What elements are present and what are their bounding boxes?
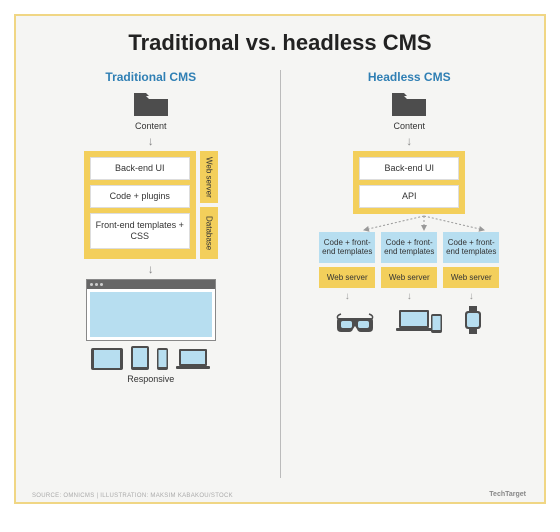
browser-window: [86, 279, 216, 341]
blue-box: Code + front-end templates: [443, 232, 499, 263]
main-title: Traditional vs. headless CMS: [32, 30, 528, 56]
yellow-box: Web server: [443, 267, 499, 288]
folder-icon: [390, 90, 428, 118]
vr-headset-icon: [333, 312, 377, 334]
attribution-text: SOURCE: OMNICMS | ILLUSTRATION: MAKSIM K…: [32, 493, 233, 499]
triple-stacks: Code + front-end templates Web server ↓ …: [319, 232, 499, 302]
traditional-title: Traditional CMS: [105, 70, 196, 84]
headless-devices: [333, 306, 485, 334]
box-code-plugins: Code + plugins: [90, 185, 190, 208]
arrow-icon: ↓: [406, 135, 412, 147]
yellow-group-right: Back-end UI API: [353, 151, 465, 214]
arrow-icon: ↓: [148, 135, 154, 147]
browser-body: [90, 292, 212, 337]
yellow-box: Web server: [381, 267, 437, 288]
blue-box: Code + front-end templates: [319, 232, 375, 263]
phone-icon: [156, 347, 169, 371]
traditional-column: Traditional CMS Content ↓ Back-end UI Co…: [32, 70, 281, 478]
tablet-portrait-icon: [130, 345, 150, 371]
box-backend-ui-r: Back-end UI: [359, 157, 459, 180]
blue-box: Code + front-end templates: [381, 232, 437, 263]
smartwatch-icon: [461, 306, 485, 334]
folder-icon: [132, 90, 170, 118]
laptop-phone-icon: [395, 308, 443, 334]
arrow-icon: ↓: [148, 263, 154, 275]
yellow-box: Web server: [319, 267, 375, 288]
content-label-right: Content: [393, 121, 425, 131]
fan-arrows: [334, 214, 484, 230]
box-backend-ui: Back-end UI: [90, 157, 190, 180]
figure-outer: Traditional vs. headless CMS Traditional…: [0, 0, 560, 532]
headless-column: Headless CMS Content ↓ Back-end UI API: [281, 70, 529, 478]
tablet-landscape-icon: [90, 347, 124, 371]
responsive-devices: [90, 345, 211, 371]
box-frontend-templates: Front-end templates + CSS: [90, 213, 190, 249]
headless-title: Headless CMS: [368, 70, 451, 84]
web-server-label: Web server: [200, 151, 218, 203]
box-api: API: [359, 185, 459, 208]
arrow-icon: ↓: [469, 292, 474, 302]
yellow-group-left: Back-end UI Code + plugins Front-end tem…: [84, 151, 196, 259]
stack-2: Code + front-end templates Web server ↓: [381, 232, 437, 302]
traditional-stack: Back-end UI Code + plugins Front-end tem…: [84, 151, 218, 259]
browser-titlebar: [87, 280, 215, 289]
figure-panel: Traditional vs. headless CMS Traditional…: [14, 14, 546, 504]
database-label: Database: [200, 207, 218, 259]
stack-1: Code + front-end templates Web server ↓: [319, 232, 375, 302]
stack-3: Code + front-end templates Web server ↓: [443, 232, 499, 302]
arrow-icon: ↓: [345, 292, 350, 302]
arrow-icon: ↓: [407, 292, 412, 302]
content-label-left: Content: [135, 121, 167, 131]
techtarget-logo: TechTarget: [489, 491, 526, 498]
responsive-label: Responsive: [127, 374, 174, 384]
laptop-icon: [175, 347, 211, 371]
columns: Traditional CMS Content ↓ Back-end UI Co…: [32, 70, 528, 478]
side-labels: Web server Database: [200, 151, 218, 259]
